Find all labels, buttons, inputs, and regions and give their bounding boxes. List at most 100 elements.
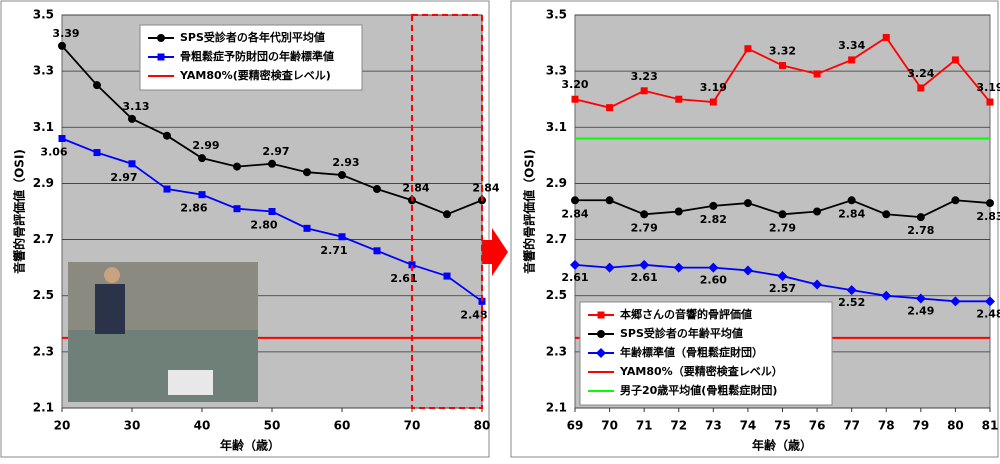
data-point	[268, 208, 276, 215]
value-label: 2.60	[700, 274, 727, 287]
data-point	[986, 98, 994, 106]
x-tick-label: 80	[947, 419, 964, 433]
legend-marker	[157, 53, 165, 61]
value-label: 2.86	[180, 202, 207, 215]
value-label: 3.32	[769, 45, 796, 58]
data-point	[985, 296, 995, 307]
data-point	[742, 265, 753, 276]
photo-device	[168, 370, 213, 395]
legend-label: 本郷さんの音響的骨評価値	[620, 307, 752, 321]
data-point	[778, 210, 787, 219]
data-point	[813, 207, 822, 216]
value-label: 2.78	[907, 224, 934, 237]
value-label: 2.48	[976, 307, 1000, 320]
value-label: 2.93	[332, 156, 359, 169]
value-label: 2.61	[631, 271, 658, 284]
data-point	[338, 233, 346, 241]
data-point	[443, 272, 451, 280]
data-point	[846, 285, 857, 296]
value-label: 2.83	[976, 210, 1000, 223]
x-tick-label: 20	[54, 419, 71, 433]
legend-label: YAM80%(要精密検査レベル)	[179, 68, 331, 82]
data-point	[708, 262, 719, 273]
value-label: 2.82	[700, 213, 727, 226]
value-label: 2.61	[561, 271, 588, 284]
value-label: 2.80	[250, 219, 277, 232]
x-tick-label: 30	[124, 419, 141, 433]
x-tick-label: 76	[809, 419, 826, 433]
value-label: 2.79	[631, 221, 658, 234]
arrow	[478, 228, 508, 276]
legend-label: 年齢標準値（骨粗鬆症財団）	[620, 345, 763, 359]
data-point	[606, 104, 614, 112]
data-point	[373, 247, 381, 255]
x-tick-label: 72	[670, 419, 687, 433]
photo-floor	[68, 330, 258, 402]
x-tick-label: 77	[843, 419, 860, 433]
data-point	[233, 162, 241, 171]
x-tick-label: 78	[878, 419, 895, 433]
data-point	[951, 56, 959, 64]
data-point	[639, 259, 650, 270]
data-point	[478, 297, 486, 305]
data-point	[198, 191, 206, 199]
data-point	[777, 271, 788, 282]
y-tick-label: 3.1	[33, 120, 54, 134]
data-point	[709, 201, 718, 210]
value-label: 2.84	[402, 181, 429, 194]
data-point	[640, 210, 649, 219]
data-point	[674, 207, 683, 216]
value-label: 2.49	[907, 305, 934, 318]
legend-label: SPS受診者の各年代別平均値	[180, 30, 325, 44]
value-label: 3.24	[907, 67, 934, 80]
value-label: 2.99	[192, 139, 219, 152]
data-point	[673, 262, 684, 273]
legend	[579, 301, 833, 406]
photo-person-head	[104, 267, 120, 283]
x-tick-label: 70	[404, 419, 421, 433]
data-point	[847, 196, 856, 205]
data-point	[443, 210, 451, 219]
data-point	[779, 62, 786, 70]
value-label: 3.39	[52, 27, 79, 40]
x-tick-label: 74	[740, 419, 757, 433]
x-tick-label: 50	[264, 419, 281, 433]
value-label: 2.61	[390, 272, 417, 285]
value-label: 2.84	[472, 181, 499, 194]
data-point	[163, 185, 171, 193]
data-point	[58, 135, 66, 143]
y-tick-label: 2.1	[33, 401, 54, 415]
x-tick-label: 75	[774, 419, 791, 433]
data-point	[640, 87, 648, 95]
x-tick-label: 40	[194, 419, 211, 433]
x-tick-label: 80	[474, 419, 491, 433]
x-tick-label: 73	[705, 419, 722, 433]
value-label: 2.57	[769, 282, 796, 295]
data-point	[163, 131, 171, 140]
value-label: 3.06	[40, 146, 67, 159]
value-label: 2.84	[838, 207, 865, 220]
data-point	[128, 114, 136, 123]
value-label: 2.48	[460, 308, 487, 321]
y-tick-label: 2.9	[546, 176, 567, 190]
data-point	[604, 262, 615, 273]
photo-person-body	[95, 284, 125, 334]
data-point	[675, 95, 683, 103]
legend-label: SPS受診者の年齢平均値	[620, 326, 743, 340]
data-point	[744, 45, 752, 53]
x-tick-label: 60	[334, 419, 351, 433]
y-axis-label: 音響的骨評価値（OSI)	[522, 149, 537, 274]
x-tick-label: 79	[912, 419, 929, 433]
data-point	[408, 261, 416, 269]
legend-label: 男子20歳平均値(骨粗鬆症財団)	[620, 383, 777, 397]
data-point	[303, 168, 311, 177]
legend-marker	[157, 34, 165, 42]
value-label: 3.13	[122, 100, 149, 113]
legend-marker	[597, 330, 605, 338]
data-point	[128, 160, 136, 168]
y-tick-label: 2.9	[33, 176, 54, 190]
data-point	[882, 210, 891, 219]
data-point	[373, 185, 381, 194]
y-tick-label: 3.3	[33, 64, 54, 78]
y-tick-label: 2.3	[33, 344, 54, 358]
